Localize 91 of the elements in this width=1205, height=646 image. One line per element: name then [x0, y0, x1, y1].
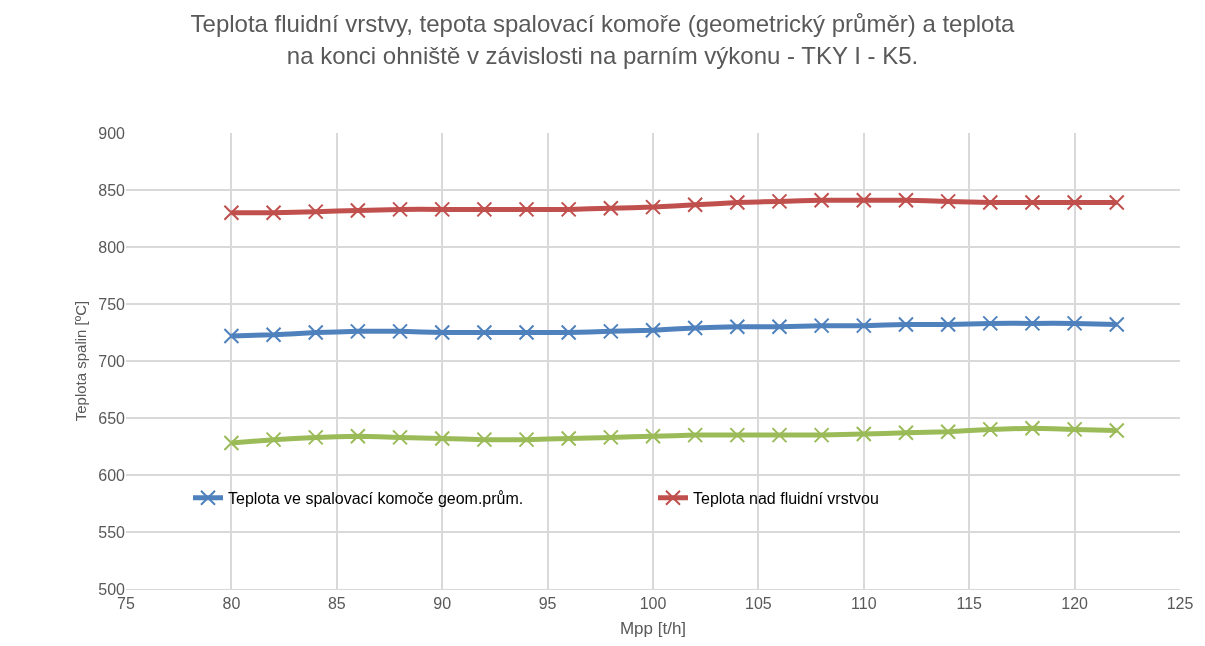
y-tick-label: 900 — [98, 124, 126, 142]
point — [771, 193, 788, 210]
point — [645, 322, 661, 339]
point — [307, 203, 324, 220]
point — [897, 316, 914, 333]
x-tick-label: 80 — [222, 595, 241, 613]
x-tick-label: 95 — [538, 595, 557, 613]
point — [940, 423, 957, 440]
point — [897, 424, 914, 441]
y-tick-label: 850 — [98, 181, 126, 199]
legend-label: Teplota ve spalovací komoče geom.prům. — [228, 489, 524, 507]
point — [349, 323, 366, 340]
point — [982, 315, 999, 332]
point — [855, 317, 872, 334]
point — [560, 430, 577, 447]
point — [982, 421, 999, 438]
x-tick-label: 85 — [327, 595, 346, 613]
point — [1024, 315, 1041, 332]
y-axis-title: Teplota spalin [ºC] — [71, 300, 89, 422]
point — [265, 204, 282, 221]
point — [1024, 420, 1041, 437]
chart-title: Teplota fluidní vrstvy, tepota spalovací komoře (geometrický průměr) a teplota na konci ohniště v závislosti na parním výkonu - TKY I - K5. — [190, 10, 1016, 69]
point — [771, 427, 788, 444]
point — [392, 323, 409, 340]
point — [1108, 316, 1125, 333]
point — [349, 202, 366, 219]
point — [1066, 421, 1083, 438]
legend-label: Teplota nad fluidní vrstvou — [693, 489, 879, 507]
point — [307, 429, 324, 446]
y-tick-label: 600 — [98, 466, 126, 484]
x-axis-title: Mpp [t/h] — [619, 618, 687, 638]
point — [855, 425, 872, 442]
y-tick-label: 650 — [98, 409, 126, 427]
point — [1066, 194, 1083, 211]
point — [855, 192, 872, 209]
x-tick-label: 125 — [1166, 595, 1194, 613]
y-tick-label: 750 — [98, 295, 126, 313]
point — [602, 323, 619, 340]
point — [307, 324, 324, 341]
point — [645, 199, 661, 216]
point — [1108, 194, 1125, 211]
point — [1066, 315, 1083, 332]
point — [265, 326, 282, 343]
point — [602, 429, 619, 446]
point — [392, 429, 409, 446]
point — [897, 192, 914, 209]
y-tick-label: 800 — [98, 238, 126, 256]
point — [434, 324, 451, 341]
point — [813, 192, 830, 209]
x-tick-label: 115 — [956, 595, 983, 613]
point — [729, 318, 746, 335]
point — [434, 201, 451, 218]
point — [518, 324, 535, 341]
x-tick-label: 110 — [851, 595, 877, 613]
point — [434, 430, 451, 447]
point — [729, 427, 746, 444]
point — [560, 324, 577, 341]
point — [518, 431, 535, 448]
point — [771, 318, 788, 335]
y-tick-label: 700 — [98, 352, 126, 370]
point — [476, 324, 493, 341]
point — [1024, 194, 1041, 211]
point — [392, 201, 409, 218]
x-tick-label: 100 — [639, 595, 667, 613]
point — [813, 317, 830, 334]
point — [645, 428, 661, 445]
point — [687, 196, 704, 213]
x-tick-label: 105 — [745, 595, 772, 613]
point — [982, 194, 999, 211]
point — [476, 201, 493, 218]
point — [687, 427, 704, 444]
x-tick-label: 90 — [433, 595, 452, 613]
point — [223, 435, 240, 452]
point — [476, 431, 493, 448]
y-tick-label: 500 — [98, 580, 126, 598]
point — [518, 201, 535, 218]
point — [1108, 422, 1125, 439]
point — [940, 316, 957, 333]
x-tick-label: 120 — [1061, 595, 1089, 613]
point — [223, 204, 240, 221]
point — [687, 319, 704, 336]
point — [223, 327, 240, 344]
point — [813, 427, 830, 444]
x-tick-label: 75 — [117, 595, 135, 613]
point — [729, 194, 746, 211]
point — [265, 431, 282, 448]
y-tick-label: 550 — [98, 523, 126, 541]
point — [349, 428, 366, 445]
point — [602, 200, 619, 217]
point — [940, 193, 957, 210]
point — [560, 201, 577, 218]
